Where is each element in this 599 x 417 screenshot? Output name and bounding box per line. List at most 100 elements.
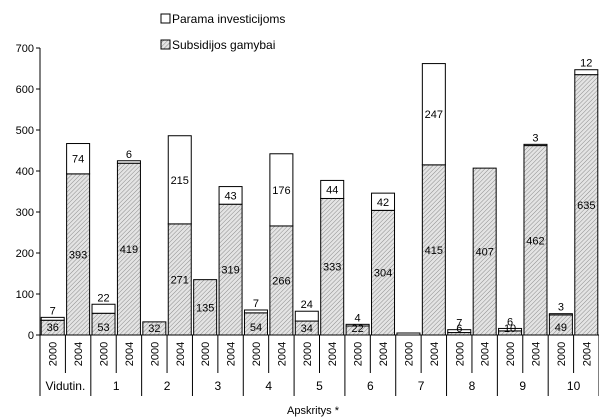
- group-label: 8: [469, 379, 476, 393]
- data-label-parama: 12: [580, 58, 592, 70]
- data-label-parama: 7: [253, 298, 259, 310]
- group-label: 1: [113, 379, 120, 393]
- y-tick-label: 100: [16, 289, 34, 301]
- data-label-subsidijos: 32: [148, 323, 160, 335]
- data-label-subsidijos: 135: [196, 302, 214, 314]
- group-label: 9: [519, 379, 526, 393]
- data-label-parama: 3: [558, 302, 564, 314]
- data-label-subsidijos: 22: [351, 323, 363, 335]
- bar-segment-parama: [320, 179, 345, 199]
- legend-swatch-subsidijos: [160, 39, 171, 50]
- y-tick-label: 600: [16, 84, 34, 96]
- data-label-parama: 6: [126, 149, 132, 161]
- year-label: 2004: [226, 342, 238, 366]
- data-label-subsidijos: 635: [577, 200, 595, 212]
- year-label: 2000: [48, 342, 60, 366]
- data-label-subsidijos: 304: [374, 268, 392, 280]
- y-tick-label: 200: [16, 248, 34, 260]
- x-axis-title: Apskritys *: [287, 405, 340, 417]
- data-label-parama: 74: [72, 154, 84, 166]
- group-label: 4: [265, 379, 272, 393]
- data-label-parama: 7: [50, 305, 56, 317]
- bar-segment-parama: [269, 153, 294, 227]
- data-label-subsidijos: 49: [555, 322, 567, 334]
- data-label-subsidijos: 53: [97, 322, 109, 334]
- bar-segment-parama: [218, 186, 243, 205]
- data-label-subsidijos: 462: [526, 235, 544, 247]
- year-label: 2004: [581, 342, 593, 366]
- data-label-parama: 42: [377, 197, 389, 209]
- bar-segment-parama: [345, 323, 370, 327]
- year-label: 2004: [327, 342, 339, 366]
- legend-swatch-parama: [160, 13, 171, 24]
- data-label-subsidijos: 393: [69, 249, 87, 261]
- bar-segment-parama: [421, 63, 446, 166]
- data-label-subsidijos: 10: [504, 323, 516, 335]
- y-axis: 0 100 200 300 400 500 600 700: [16, 43, 41, 342]
- y-tick-label: 0: [28, 330, 34, 342]
- group-label: 3: [215, 379, 222, 393]
- data-label-parama: 3: [532, 132, 538, 144]
- year-label: 2004: [480, 342, 492, 366]
- data-label-subsidijos: 415: [425, 245, 443, 257]
- data-label-subsidijos: 266: [272, 275, 290, 287]
- group-label: 2: [164, 379, 171, 393]
- bar-segment-parama: [66, 143, 91, 175]
- data-label-parama: 247: [425, 109, 443, 121]
- year-label: 2004: [530, 342, 542, 366]
- year-label: 2000: [505, 342, 517, 366]
- year-label: 2004: [378, 342, 390, 366]
- bar-segment-parama: [574, 69, 599, 76]
- bar-segment-parama: [91, 303, 116, 314]
- data-label-subsidijos: 271: [171, 274, 189, 286]
- x-axis: Vidutin. 2000 2004 1 2000 2004 2 2000 2004 3 2000 2…: [39, 334, 599, 396]
- bar-segment-parama: [167, 135, 192, 225]
- data-label-subsidijos: 407: [475, 247, 493, 259]
- y-tick-label: 300: [16, 207, 34, 219]
- group-label: Vidutin.: [46, 379, 86, 393]
- legend-label-subsidijos: Subsidijos gamybai: [172, 38, 275, 52]
- data-label-parama: 22: [97, 292, 109, 304]
- legend-label-parama: Parama investicijoms: [172, 12, 285, 26]
- data-label-subsidijos: 6: [456, 323, 462, 335]
- legend: Parama investicijoms Subsidijos gamybai: [160, 12, 285, 52]
- year-label: 2004: [175, 342, 187, 366]
- bar-segment-parama: [371, 192, 396, 211]
- year-label: 2004: [124, 342, 136, 366]
- bar-segment-parama: [40, 316, 65, 321]
- data-label-subsidijos: 54: [250, 322, 262, 334]
- data-label-parama: 7: [456, 318, 462, 330]
- group-label: 10: [567, 379, 581, 393]
- year-label: 2004: [429, 342, 441, 366]
- y-tick-label: 400: [16, 166, 34, 178]
- group-label: 7: [418, 379, 425, 393]
- year-label: 2000: [251, 342, 263, 366]
- bar-segment-parama: [294, 310, 319, 322]
- data-label-subsidijos: 333: [323, 262, 341, 274]
- year-label: 2000: [149, 342, 161, 366]
- y-tick-label: 700: [16, 43, 34, 55]
- y-tick-label: 500: [16, 125, 34, 137]
- data-label-parama: 44: [326, 184, 338, 196]
- group-label: 5: [316, 379, 323, 393]
- year-label: 2000: [454, 342, 466, 366]
- year-label: 2000: [302, 342, 314, 366]
- data-label-parama: 4: [355, 312, 361, 324]
- data-label-subsidijos: 419: [120, 244, 138, 256]
- bars-layer: 3673937453224196322712151353194354726617…: [40, 58, 599, 336]
- year-label: 2000: [99, 342, 111, 366]
- bar-segment-parama: [523, 143, 548, 147]
- year-label: 2000: [556, 342, 568, 366]
- bar-segment-parama: [116, 160, 141, 164]
- year-label: 2004: [73, 342, 85, 366]
- data-label-parama: 6: [507, 316, 513, 328]
- bar-segment-parama: [243, 309, 268, 314]
- bar-segment-parama: [548, 313, 573, 316]
- data-label-subsidijos: 319: [221, 265, 239, 277]
- year-label: 2000: [200, 342, 212, 366]
- year-label: 2004: [276, 342, 288, 366]
- bar-segment-parama: [447, 329, 472, 334]
- data-label-parama: 215: [171, 175, 189, 187]
- group-label: 6: [367, 379, 374, 393]
